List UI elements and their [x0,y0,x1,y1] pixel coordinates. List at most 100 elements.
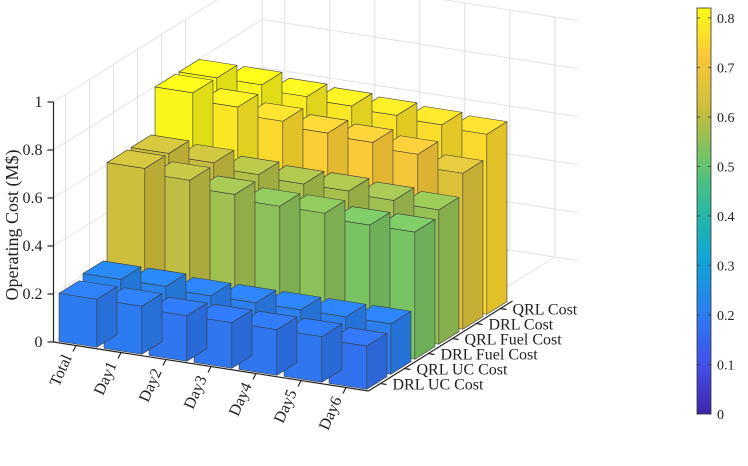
bar-face [462,160,484,330]
bar-face [196,175,256,195]
depth-tick-label: QRL Cost [513,302,578,319]
colorbar-tick-label: 0.6 [717,111,735,126]
colorbar [696,7,712,415]
colorbar-tick-label: 0.2 [717,309,735,324]
bar-face [217,284,277,304]
z-tick-label: 0.2 [23,286,43,303]
bar-face [268,77,328,97]
bar-face [286,194,346,214]
bar-face [82,260,142,280]
x-tick-label: Day1 [91,359,121,398]
colorbar-tick-label: 0.8 [717,12,735,27]
z-tick-label: 0.8 [23,142,43,159]
x-tick [117,352,122,359]
depth-tick-label: QRL UC Cost [417,362,509,379]
bar-face [438,196,460,345]
colorbar-tick-label: 0.1 [717,358,735,373]
depth-tick-label: DRL Fuel Cost [441,347,539,364]
bar-face [154,74,214,94]
bar [103,287,163,355]
z-tick-label: 0.4 [23,238,43,255]
x-tick [342,387,347,394]
bar-face [148,296,208,316]
bar-face [199,88,259,108]
depth-tick [500,307,507,311]
bar-face [379,135,439,155]
bar-face [358,96,418,116]
bar-face [289,114,349,134]
bar-face [313,87,373,107]
bar-face [424,154,484,174]
x-tick [207,366,212,373]
colorbar-ticks: 0 0.1 0.2 0.3 0.4 0.5 0.6 0.7 0.8 [697,12,735,423]
depth-tick-label: QRL Fuel Cost [465,332,563,349]
x-tick [297,380,302,387]
bar-face [352,305,412,325]
bar-face [328,327,388,347]
bar-face [244,102,304,122]
z-tick-label: 0.6 [23,190,43,207]
bars-layer [58,59,508,390]
z-tick-label: 0 [35,334,43,351]
bar [193,303,253,369]
depth-tick [404,367,411,371]
bar-face [355,181,415,201]
depth-tick [476,322,483,326]
bar-face [238,310,298,330]
bar-face [130,134,190,154]
bar-face [331,206,391,226]
bar [58,280,118,348]
bar-face [448,115,508,135]
bar-face [103,287,163,307]
bar-face [220,155,280,175]
bar-face [175,144,235,164]
bar-face [310,172,370,192]
y-axis-title: Operating Cost (M$) [2,150,23,301]
bar-face [58,280,118,300]
bar-face [376,213,436,233]
bar-face [58,293,98,348]
x-tick [252,373,257,380]
bar-face [223,66,283,86]
bar-face [414,219,436,360]
bar-face [283,317,343,337]
bar-face [400,191,460,211]
depth-tick-label: DRL UC Cost [393,377,485,394]
depth-tick-label: DRL Cost [489,317,554,334]
x-tick [162,359,167,366]
z-tick-label: 1 [35,94,43,111]
bar-face [193,303,253,323]
bar-face [178,59,238,79]
colorbar-tick-label: 0.7 [717,61,735,76]
colorbar-tick-label: 0.3 [717,259,735,274]
bar-face [151,161,211,181]
bar-face [106,149,166,169]
x-tick-label: Day3 [181,373,211,412]
bar-face [127,267,187,287]
colorbar-tick-label: 0.5 [717,160,735,175]
bar-face [334,123,394,143]
bar-face [265,165,325,185]
bar-face [241,187,301,207]
bar [328,327,388,390]
depth-tick [452,337,459,341]
bar-face [486,121,508,315]
x-tick-label: Day2 [136,366,166,405]
grid-line-z [53,0,578,103]
bar-face [172,277,232,297]
x-tick [72,345,77,352]
depth-tick [380,382,387,386]
depth-axis-line [368,300,513,392]
bar-face [262,291,322,311]
depth-tick [428,352,435,356]
x-tick-label: Day4 [226,380,256,419]
colorbar-tick-label: 0 [717,408,724,423]
bar-face [403,106,463,126]
x-tick-label: Day5 [271,387,301,426]
colorbar-tick-label: 0.4 [717,210,735,225]
bar-face [307,298,367,318]
x-tick-label: Total [47,352,76,389]
x-tick-label: Day6 [316,394,346,433]
